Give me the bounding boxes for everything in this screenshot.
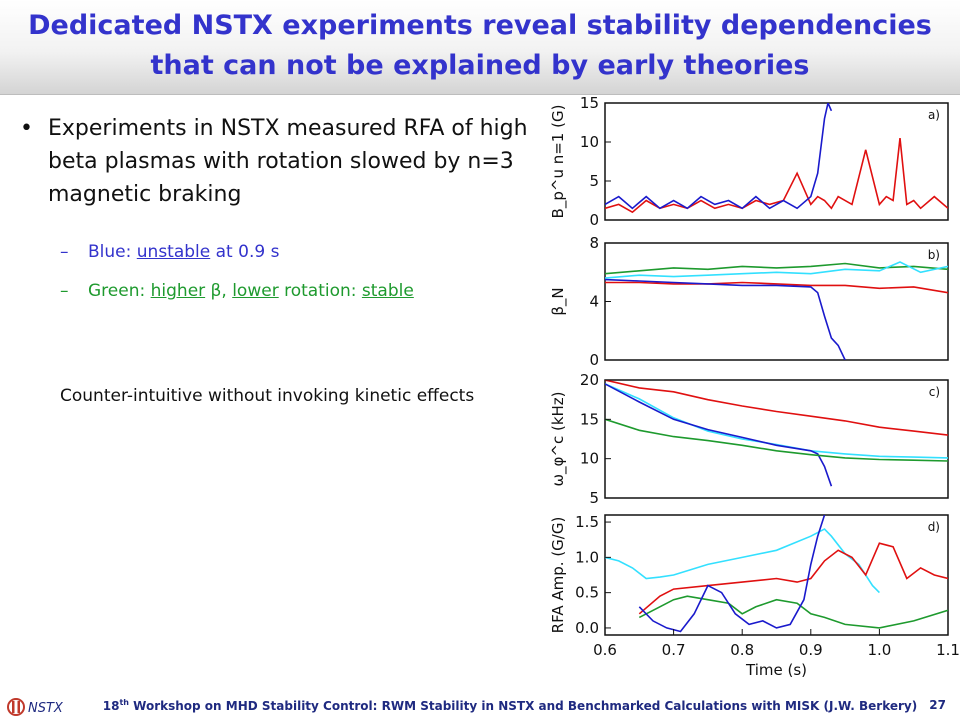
y-axis-label: B_p^u n=1 (G) — [549, 105, 568, 219]
sub-bullet-dash: – — [60, 281, 69, 301]
blue-prefix: Blue: — [88, 242, 137, 262]
stacked-chart: 0 5 10 15 a) B_p^u n=1 (G) 0 4 8 b) β_N 5 10 15 20 c) ω_… — [549, 94, 960, 679]
series-line-red — [638, 542, 948, 615]
x-tick-label: 0.8 — [730, 641, 754, 659]
plot-frame — [604, 379, 949, 499]
title-bar: Dedicated NSTX experiments reveal stabil… — [0, 0, 960, 95]
chart-area: 0 5 10 15 a) B_p^u n=1 (G) 0 4 8 b) β_N 5 10 15 20 c) ω_… — [530, 94, 960, 695]
y-tick-label: 20 — [580, 371, 599, 389]
y-tick-label: 0 — [589, 351, 599, 369]
y-tick-label: 10 — [580, 133, 599, 151]
chart-panel-4: 0.0 0.5 1.0 1.5 d) RFA Amp. (G/G) 0.6 0.7 0.8 0.9… — [549, 513, 960, 679]
panel-label: a) — [928, 108, 940, 122]
series-line-green — [605, 262, 948, 275]
y-tick-label: 8 — [589, 234, 599, 252]
x-tick-label: 0.6 — [593, 641, 617, 659]
sub-bullet-blue-text: Blue: unstable at 0.9 s — [88, 240, 478, 264]
series-line-blue — [605, 278, 846, 360]
y-tick-label: 15 — [580, 95, 599, 112]
footer-superscript: th — [119, 698, 129, 707]
y-tick-label: 0 — [589, 211, 599, 229]
plot-frame — [604, 242, 949, 361]
green-mid1: β, — [205, 281, 233, 301]
stable-underlined: stable — [361, 281, 414, 301]
y-tick-label: 1.5 — [575, 513, 599, 531]
chart-panel-3: 5 10 15 20 c) ω_φ^c (kHz) — [549, 371, 949, 507]
slide-title-line2: that can not be explained by early theor… — [150, 50, 810, 81]
y-tick-label: 10 — [580, 450, 599, 468]
sub-bullet-green-text: Green: higher β, lower rotation: stable — [88, 279, 478, 303]
y-axis-label: RFA Amp. (G/G) — [549, 517, 567, 634]
y-tick-label: 0.0 — [575, 619, 599, 637]
y-tick-label: 5 — [589, 172, 599, 190]
panel-label: b) — [928, 248, 940, 262]
note-text: Counter-intuitive without invoking kinet… — [60, 386, 475, 406]
series-line-green — [638, 595, 948, 629]
page-number: 27 — [929, 698, 946, 712]
x-axis-label: Time (s) — [745, 661, 807, 679]
green-prefix: Green: — [88, 281, 151, 301]
footer: NSTX 18th Workshop on MHD Stability Cont… — [0, 694, 960, 720]
series-line-blue — [605, 383, 833, 487]
footer-prefix: 18 — [102, 699, 120, 713]
y-tick-label: 1.0 — [575, 548, 599, 566]
series-line-red — [605, 138, 948, 214]
y-tick-label: 4 — [589, 293, 599, 311]
series-line-red — [605, 281, 948, 294]
main-bullet-text: Experiments in NSTX measured RFA of high… — [48, 116, 528, 207]
plot-frame — [604, 514, 949, 636]
plot-frame — [604, 102, 949, 221]
x-tick-label: 1.1 — [936, 641, 960, 659]
x-tick-label: 0.9 — [799, 641, 823, 659]
series-line-cyan — [605, 261, 948, 279]
series-line-blue — [605, 103, 833, 210]
blue-suffix: at 0.9 s — [210, 242, 280, 262]
footer-text: 18th Workshop on MHD Stability Control: … — [100, 698, 920, 713]
logo-text: NSTX — [28, 701, 64, 716]
green-mid2: rotation: — [278, 281, 362, 301]
panel-label: c) — [929, 385, 940, 399]
nstx-logo-icon: NSTX — [7, 698, 64, 716]
bullet-dot: • — [20, 116, 33, 141]
y-tick-label: 0.5 — [575, 584, 599, 602]
series-line-cyan — [605, 528, 880, 594]
higher-underlined: higher — [150, 281, 206, 301]
slide-title-line1: Dedicated NSTX experiments reveal stabil… — [28, 10, 932, 41]
unstable-underlined: unstable — [136, 242, 211, 262]
y-tick-label: 15 — [580, 410, 599, 428]
series-line-red — [605, 380, 948, 436]
y-tick-label: 5 — [589, 489, 599, 507]
sub-bullet-dash: – — [60, 242, 69, 262]
panel-label: d) — [928, 520, 940, 534]
chart-panel-1: 0 5 10 15 a) B_p^u n=1 (G) — [549, 94, 949, 229]
series-line-green — [605, 418, 948, 462]
chart-panel-2: 0 4 8 b) β_N — [549, 234, 949, 369]
x-tick-label: 0.7 — [662, 641, 686, 659]
y-axis-label: ω_φ^c (kHz) — [549, 391, 568, 486]
x-tick-label: 1.0 — [867, 641, 891, 659]
y-axis-label: β_N — [549, 287, 568, 315]
lower-underlined: lower — [232, 281, 279, 301]
footer-main: Workshop on MHD Stability Control: RWM S… — [128, 699, 918, 713]
slide-title: Dedicated NSTX experiments reveal stabil… — [10, 6, 950, 86]
